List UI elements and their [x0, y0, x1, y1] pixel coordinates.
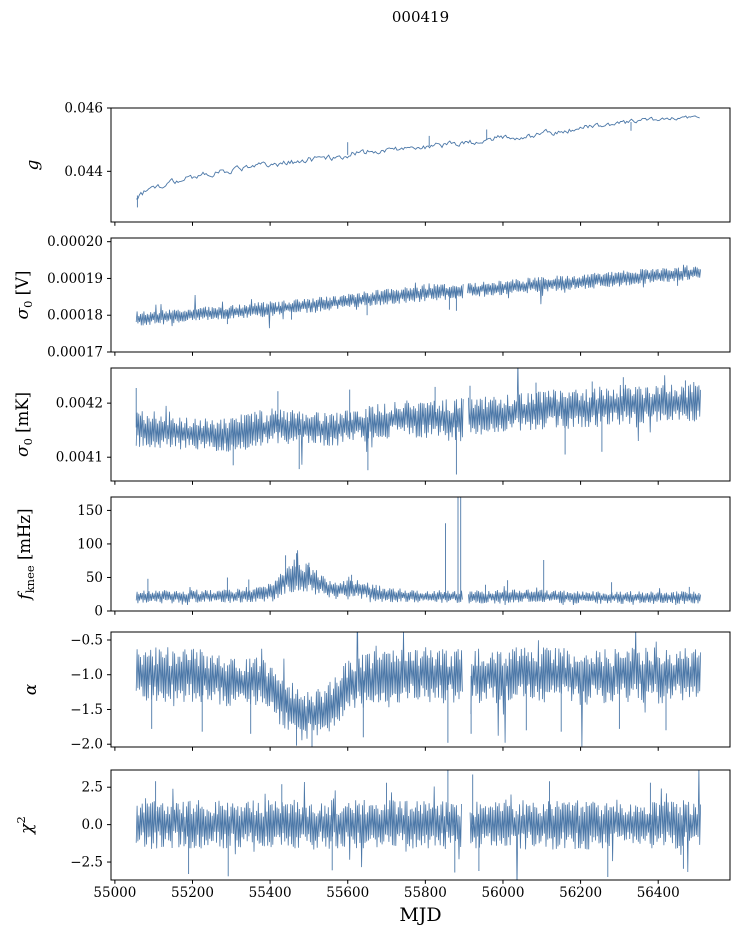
x-tick-label: 55400: [249, 885, 292, 901]
y-tick-label-sigma0-V: 0.00017: [47, 345, 103, 361]
trace-fknee: [135, 497, 701, 606]
trace-sigma0-mK: [135, 368, 701, 475]
x-tick-label: 55800: [404, 885, 447, 901]
y-tick-label-sigma0-V: 0.00019: [47, 271, 103, 287]
y-tick-label-sigma0-mK: 0.0042: [56, 396, 103, 412]
y-tick-label-fknee: 100: [77, 536, 103, 552]
y-tick-label-alpha: −1.5: [70, 702, 103, 718]
y-tick-label-fknee: 150: [77, 503, 103, 519]
y-tick-label-chi2: 2.5: [82, 780, 103, 796]
y-tick-label-chi2: 0.0: [82, 817, 103, 833]
subplot-chi2: −2.5 0.0 2.5 χ2: [14, 769, 731, 884]
y-tick-label-alpha: −0.5: [70, 632, 103, 648]
figure-title: 000419: [391, 8, 450, 26]
trace-sigma0-V: [135, 264, 701, 329]
data-line-alpha: [135, 632, 701, 747]
y-axis-label-fknee: fknee [mHz]: [15, 508, 37, 601]
x-tick-label: 55600: [326, 885, 369, 901]
trace-chi2: [135, 770, 701, 880]
y-tick-label-sigma0-V: 0.00020: [47, 234, 103, 250]
y-tick-label-g: 0.044: [64, 164, 103, 180]
trace-alpha: [135, 632, 701, 747]
y-tick-label-fknee: 0: [94, 604, 103, 620]
subplot-g: 0.044 0.046 g: [23, 101, 731, 226]
x-axis-label: MJD: [399, 904, 442, 926]
subplot-sigma0-V: 0.00017 0.00018 0.00019 0.00020 σ0 [V]: [13, 234, 731, 361]
axes-frame-sigma0-V: [110, 237, 731, 353]
subplot-sigma0-mK: 0.0041 0.0042 σ0 [mK]: [13, 367, 731, 485]
data-line-sigma0-mK: [135, 368, 701, 465]
x-tick-label: 55000: [93, 885, 136, 901]
y-axis-label-sigma0-V: σ0 [V]: [13, 271, 35, 320]
y-tick-label-g: 0.046: [64, 101, 103, 117]
y-tick-label-sigma0-mK: 0.0041: [56, 450, 103, 466]
x-tick-labels: 55000 55200 55400 55600 55800 56000 56200 56400: [93, 885, 679, 901]
y-tick-label-fknee: 50: [86, 570, 103, 586]
y-tick-label-chi2: −2.5: [70, 855, 103, 871]
x-tick-label: 56400: [637, 885, 680, 901]
axes-frame-alpha: [110, 631, 731, 748]
data-line-sigma0-V: [135, 264, 701, 329]
data-line-g: [136, 115, 700, 200]
y-axis-label-g: g: [23, 159, 43, 170]
axes-frame-g: [110, 107, 731, 223]
axes-frame-fknee: [110, 496, 731, 612]
subplot-alpha: −2.0 −1.5 −1.0 −0.5 α: [21, 631, 731, 753]
subplot-fknee: 0 50 100 150 fknee [mHz]: [15, 496, 731, 620]
x-tick-label: 55200: [171, 885, 214, 901]
y-tick-label-sigma0-V: 0.00018: [47, 308, 103, 324]
data-line-chi2: [135, 770, 701, 880]
y-tick-label-alpha: −2.0: [70, 737, 103, 753]
x-tick-label: 56000: [481, 885, 524, 901]
axes-frame-sigma0-mK: [110, 367, 731, 482]
y-axis-label-sigma0-mK: σ0 [mK]: [13, 392, 35, 457]
y-tick-label-alpha: −1.0: [70, 667, 103, 683]
x-tick-label: 56200: [559, 885, 602, 901]
y-axis-label-alpha: α: [21, 683, 41, 695]
y-axis-label-chi2: χ2: [14, 816, 37, 835]
trace-g: [136, 115, 700, 208]
data-line-fknee: [135, 550, 701, 606]
